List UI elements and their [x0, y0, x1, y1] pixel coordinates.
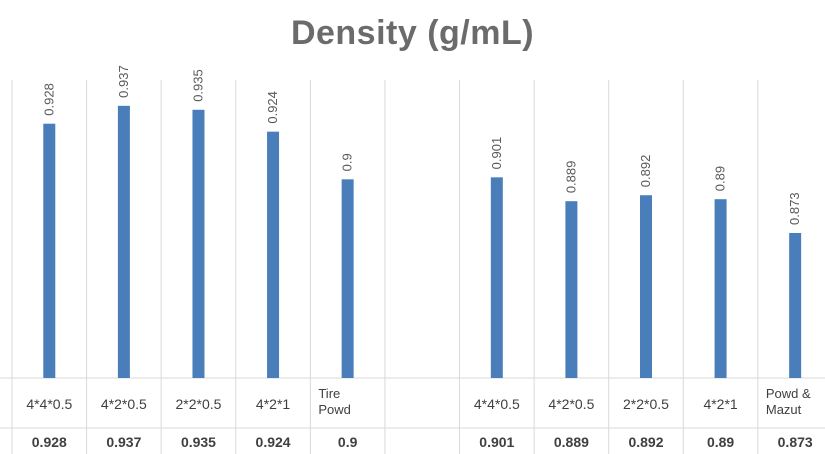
category-label: 4*2*0.5: [101, 396, 147, 412]
bar: [714, 199, 727, 378]
table-value: 0.937: [106, 434, 141, 450]
table-value: 0.924: [256, 434, 291, 450]
bar: [565, 201, 578, 378]
data-label: 0.928: [41, 83, 56, 116]
bar: [639, 195, 652, 378]
category-labels: 4*4*0.5 4*2*0.5 2*2*0.5 4*2*1 Tire PowdTire …: [26, 386, 814, 417]
bars: [43, 105, 802, 379]
bar: [192, 109, 205, 379]
chart-title: Density (g/mL): [290, 14, 535, 52]
table-value: 0.935: [181, 434, 216, 450]
bar: [43, 123, 56, 378]
table-value: 0.928: [32, 434, 67, 450]
chart-grid: [0, 80, 825, 454]
bar: [341, 179, 354, 378]
category-label: 2*2*0.5: [623, 396, 669, 412]
bar: [490, 177, 503, 378]
table-value: 0.9: [338, 434, 358, 450]
category-label: 4*4*0.5: [474, 396, 520, 412]
data-label: 0.89: [713, 166, 728, 191]
data-label: 0.9: [340, 153, 355, 171]
category-label: 4*2*0.5: [548, 396, 594, 412]
data-label: 0.873: [787, 192, 802, 225]
data-label: 0.935: [190, 69, 205, 102]
data-labels: 0.928 0.937 0.935 0.924 0.9 0.901 0.889 0.892 0.…: [41, 65, 802, 225]
data-table-values: 0.928 0.937 0.935 0.924 0.9 0.901 0.889 0.892 0.…: [32, 434, 813, 450]
table-value: 0.889: [554, 434, 589, 450]
category-label: Powd & MazutPowd & Mazut: [766, 386, 814, 417]
table-value: 0.89: [707, 434, 734, 450]
data-label: 0.889: [563, 161, 578, 194]
table-value: 0.901: [479, 434, 514, 450]
table-value: 0.873: [778, 434, 813, 450]
bar: [117, 105, 130, 379]
data-label: 0.901: [489, 137, 504, 170]
category-label: 4*2*1: [256, 396, 290, 412]
data-label: 0.892: [638, 155, 653, 188]
category-label: 2*2*0.5: [175, 396, 221, 412]
category-label: Tire PowdTire Powd: [318, 386, 351, 417]
table-value: 0.892: [628, 434, 663, 450]
bar: [267, 131, 280, 378]
data-label: 0.924: [265, 91, 280, 124]
category-label: 4*2*1: [703, 396, 737, 412]
bar: [789, 232, 802, 378]
data-label: 0.937: [116, 65, 131, 98]
category-label: 4*4*0.5: [26, 396, 72, 412]
